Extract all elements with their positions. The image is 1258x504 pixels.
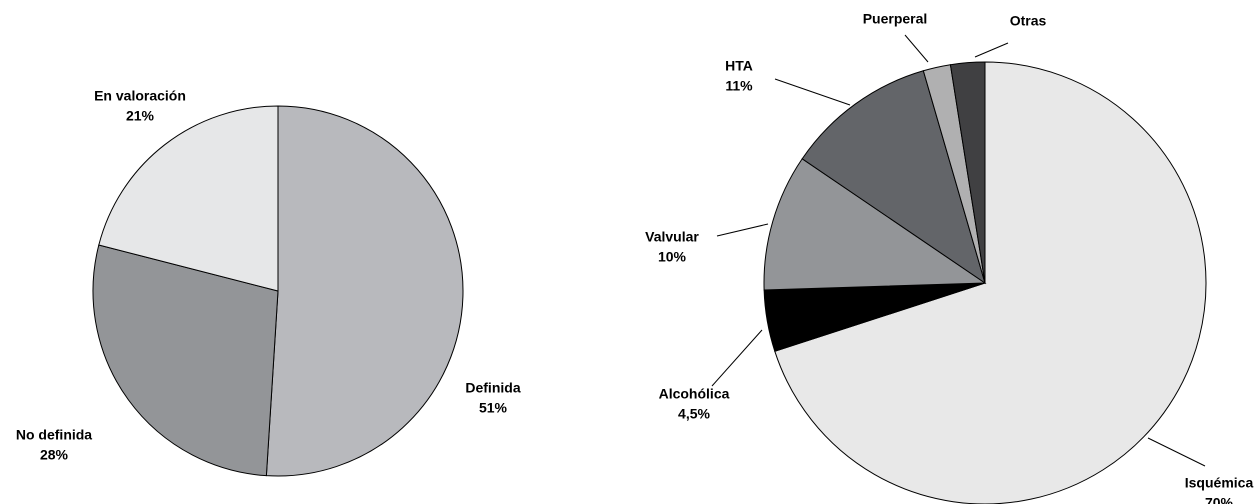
- slice-value-label: 51%: [479, 400, 508, 416]
- pie-slice: [763, 158, 987, 291]
- leader-line: [716, 223, 769, 237]
- slice-label: En valoración: [94, 88, 186, 104]
- slice-label: Otras: [1010, 13, 1047, 29]
- leader-line: [1147, 437, 1206, 467]
- leader-line: [974, 42, 1009, 58]
- leader-line: [904, 34, 929, 63]
- slice-label: Puerperal: [863, 11, 928, 27]
- pie-slice: [98, 105, 279, 292]
- slice-label: Definida: [465, 380, 520, 396]
- leader-line: [774, 78, 851, 106]
- slice-value-label: 11%: [725, 78, 753, 94]
- pie-slice: [92, 244, 279, 477]
- pie-slice: [265, 105, 464, 477]
- slice-label: Valvular: [645, 229, 699, 245]
- slice-value-label: 28%: [40, 447, 69, 463]
- slice-value-label: 21%: [126, 108, 155, 124]
- slice-value-label: 70%: [1205, 495, 1234, 504]
- pie-slice: [949, 61, 986, 284]
- slice-value-label: 4,5%: [678, 406, 710, 422]
- slice-label: Alcohólica: [659, 386, 730, 402]
- pie-slice: [774, 61, 1207, 504]
- slice-label: No definida: [16, 427, 92, 443]
- slice-label: HTA: [725, 58, 753, 74]
- pie-slice: [801, 70, 986, 285]
- leader-line: [711, 329, 763, 387]
- slice-label: Isquémica: [1185, 475, 1254, 491]
- slice-value-label: 10%: [658, 249, 687, 265]
